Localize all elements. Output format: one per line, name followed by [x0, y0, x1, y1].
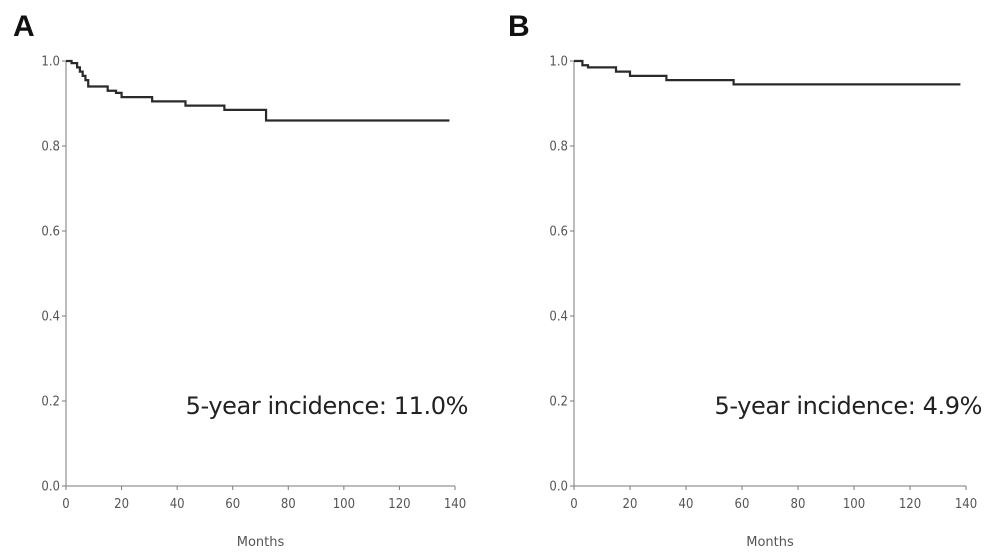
- panel-b-letter: B: [508, 10, 530, 43]
- chart-b-y-tick-label: 0.4: [549, 310, 568, 325]
- chart-a-x-tick-label: 40: [170, 497, 185, 512]
- panel-b: B 0.0 0.2 0.4 0.6 0.8 1.0 0 20 40 60 80 100 120 140 Mo…: [493, 0, 986, 557]
- chart-a-y-tick-label: 0.2: [41, 395, 60, 410]
- chart-a-incidence-annotation: 5-year incidence: 11.0%: [186, 392, 468, 420]
- panel-a: A 0.0 0.2 0.4 0.6 0.8 1.0 0 20 40 60 80 100 120 140 Mo…: [13, 10, 468, 551]
- chart-b-incidence-annotation: 5-year incidence: 4.9%: [715, 392, 982, 420]
- chart-b-x-tick-label: 80: [791, 497, 806, 512]
- chart-b-plot: 0.0 0.2 0.4 0.6 0.8 1.0 0 20 40 60 80 100 120 140 Mont…: [549, 55, 982, 551]
- chart-a-x-tick-label: 120: [388, 497, 410, 512]
- chart-a-x-tick-label: 20: [114, 497, 129, 512]
- chart-a-x-tick-label: 100: [333, 497, 355, 512]
- chart-b-y-tick-label: 0.0: [549, 480, 568, 495]
- chart-b-x-tick-label: 140: [955, 497, 977, 512]
- chart-b-x-tick-label: 100: [843, 497, 865, 512]
- chart-a-y-tick-label: 0.6: [41, 225, 60, 240]
- chart-a-x-axis-title: Months: [237, 535, 285, 550]
- chart-a-plot: 0.0 0.2 0.4 0.6 0.8 1.0 0 20 40 60 80 100 120 140 Mont…: [41, 55, 468, 551]
- chart-a-x-tick-label: 80: [281, 497, 296, 512]
- chart-a-y-tick-label: 0.0: [41, 480, 60, 495]
- chart-a-x-tick-label: 0: [62, 497, 69, 512]
- chart-a-y-tick-label: 0.8: [41, 140, 60, 155]
- chart-b-y-tick-label: 1.0: [549, 55, 568, 70]
- chart-b-x-tick-label: 0: [570, 497, 577, 512]
- chart-b-x-axis-title: Months: [746, 535, 794, 550]
- chart-a-y-tick-label: 0.4: [41, 310, 60, 325]
- chart-a-y-tick-label: 1.0: [41, 55, 60, 70]
- chart-b-x-tick-label: 120: [899, 497, 921, 512]
- chart-b-x-tick-label: 60: [735, 497, 750, 512]
- chart-a-x-tick-label: 60: [225, 497, 240, 512]
- chart-a-x-tick-label: 140: [444, 497, 466, 512]
- chart-b-survival-curve: [574, 59, 961, 86]
- chart-b-y-tick-label: 0.2: [549, 395, 568, 410]
- chart-b-x-tick-label: 40: [679, 497, 694, 512]
- chart-b-y-tick-label: 0.6: [549, 225, 568, 240]
- chart-a-survival-curve: [66, 59, 450, 122]
- chart-b-x-tick-label: 20: [623, 497, 638, 512]
- panel-a-letter: A: [13, 10, 35, 43]
- chart-b-y-tick-label: 0.8: [549, 140, 568, 155]
